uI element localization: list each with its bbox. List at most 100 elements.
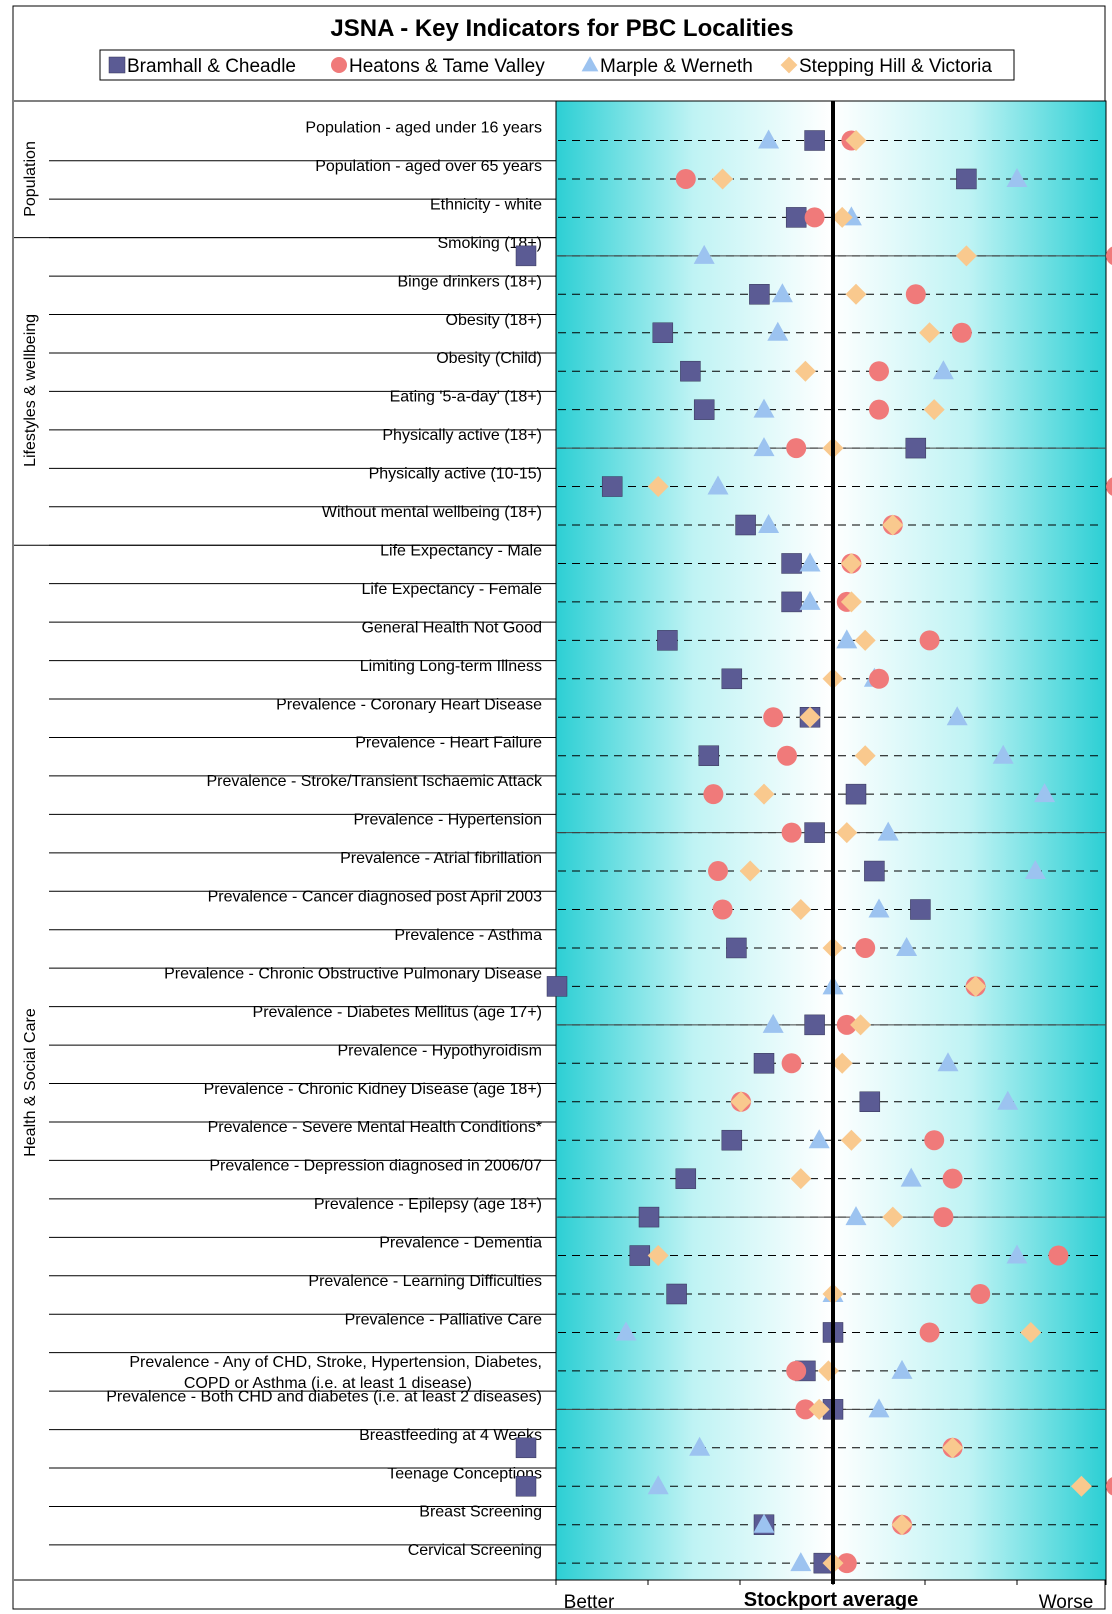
marker-heatons-tame-valley [869,668,889,689]
marker-marple-werneth [937,1052,959,1072]
legend-square-icon [108,56,126,74]
marker-stepping-hill-victoria [790,1168,812,1190]
marker-marple-werneth [753,398,775,418]
marker-bramhall-cheadle [726,937,747,959]
marker-stepping-hill-victoria [955,245,977,267]
row-label: Prevalence - Hypothyroidism [337,1042,542,1059]
marker-stepping-hill-victoria [854,745,876,767]
row-label: Prevalence - Atrial fibrillation [340,850,542,867]
marker-marple-werneth [992,744,1014,764]
marker-heatons-tame-valley [836,1553,857,1574]
marker-stepping-hill-victoria [831,1052,853,1074]
marker-bramhall-cheadle [804,1014,825,1036]
marker-heatons-tame-valley [855,937,876,958]
row-label: Binge drinkers (18+) [397,273,542,290]
row-label: Prevalence - Cancer diagnosed post April… [208,889,543,906]
marker-marple-werneth [877,821,899,841]
marker-stepping-hill-victoria [730,1091,752,1113]
marker-marple-werneth [790,1552,812,1572]
marker-bramhall-cheadle [785,207,807,228]
marker-heatons-tame-valley [781,1053,802,1074]
marker-stepping-hill-victoria [882,514,904,536]
row-label: Breastfeeding at 4 Weeks [359,1427,542,1444]
marker-bramhall-cheadle [515,245,537,267]
marker-bramhall-cheadle [546,976,568,997]
row-label: Prevalence - Both CHD and diabetes (i.e.… [106,1388,542,1405]
x-axis-left-label: Better [564,1592,615,1613]
row-label: Prevalence - Learning Difficulties [308,1273,542,1290]
marker-heatons-tame-valley [786,1360,807,1381]
marker-bramhall-cheadle [845,783,867,805]
marker-bramhall-cheadle [781,553,802,574]
marker-marple-werneth [799,552,821,572]
marker-stepping-hill-victoria [919,322,941,344]
marker-heatons-tame-valley [1106,246,1112,266]
marker-heatons-tame-valley [942,1168,963,1189]
marker-stepping-hill-victoria [831,206,853,228]
marker-bramhall-cheadle [859,1091,881,1112]
marker-heatons-tame-valley [836,1014,857,1035]
marker-bramhall-cheadle [629,1245,651,1266]
marker-marple-werneth [758,129,780,149]
legend-box [99,49,1015,81]
row-label: Cervical Screening [408,1542,542,1559]
marker-marple-werneth [753,437,775,457]
legend-label-bramhall-cheadle: Bramhall & Cheadle [127,56,296,77]
marker-bramhall-cheadle [804,822,825,843]
marker-bramhall-cheadle [721,1129,743,1151]
row-label: Physically active (10-15) [369,466,542,483]
marker-bramhall-cheadle [753,1053,775,1074]
row-label: Prevalence - Diabetes Mellitus (age 17+) [253,1004,542,1021]
row-label: Prevalence - Palliative Care [345,1311,543,1328]
row-label: General Health Not Good [361,619,542,636]
marker-bramhall-cheadle [905,437,927,459]
row-label: Prevalence - Epilepsy (age 18+) [314,1196,542,1213]
row-label: Physically active (18+) [382,427,542,444]
marker-heatons-tame-valley [763,707,784,728]
marker-heatons-tame-valley [777,745,797,766]
marker-stepping-hill-victoria [942,1437,964,1459]
marker-stepping-hill-victoria [799,706,821,728]
group-label-health-social-care: Health & Social Care [22,1008,39,1157]
marker-heatons-tame-valley [675,168,696,189]
marker-bramhall-cheadle [680,360,701,382]
row-label: Obesity (Child) [436,350,542,367]
row-label: Eating '5-a-day' (18+) [390,389,542,406]
marker-bramhall-cheadle [735,514,756,536]
marker-marple-werneth [693,244,715,264]
marker-heatons-tame-valley [905,284,926,305]
legend-label-stepping-hill-victoria: Stepping Hill & Victoria [799,56,992,77]
marker-heatons-tame-valley [804,207,825,228]
marker-heatons-tame-valley [970,1284,991,1304]
row-label: Prevalence - Asthma [394,927,542,944]
group-labels: Population Lifestyles & wellbeing Health &… [22,141,39,1157]
marker-marple-werneth [707,475,729,495]
row-label: Prevalence - Hypertension [353,812,542,829]
marker-stepping-hill-victoria [1070,1475,1092,1497]
marker-marple-werneth [997,1090,1019,1110]
marker-bramhall-cheadle [693,399,715,420]
marker-marple-werneth [868,1398,890,1418]
data-markers [515,129,1112,1574]
marker-heatons-tame-valley [708,861,728,882]
marker-marple-werneth [845,1206,867,1226]
marker-marple-werneth [932,360,954,380]
marker-stepping-hill-victoria [965,975,987,997]
marker-marple-werneth [762,1013,784,1033]
legend-circle-icon [331,57,347,73]
marker-heatons-tame-valley [869,399,889,420]
legend-label-heatons-tame-valley: Heatons & Tame Valley [349,56,545,77]
row-label: Prevalence - Stroke/Transient Ischaemic … [206,773,543,790]
marker-stepping-hill-victoria [840,591,862,613]
row-label: Population - aged over 65 years [315,158,542,175]
marker-bramhall-cheadle [721,668,743,690]
marker-marple-werneth [868,898,890,918]
marker-stepping-hill-victoria [753,783,775,805]
marker-marple-werneth [896,936,918,956]
legend-diamond-icon [780,56,798,74]
marker-heatons-tame-valley [1106,477,1112,496]
marker-bramhall-cheadle [864,860,885,882]
row-label: Prevalence - Dementia [379,1235,542,1252]
marker-bramhall-cheadle [675,1168,697,1189]
